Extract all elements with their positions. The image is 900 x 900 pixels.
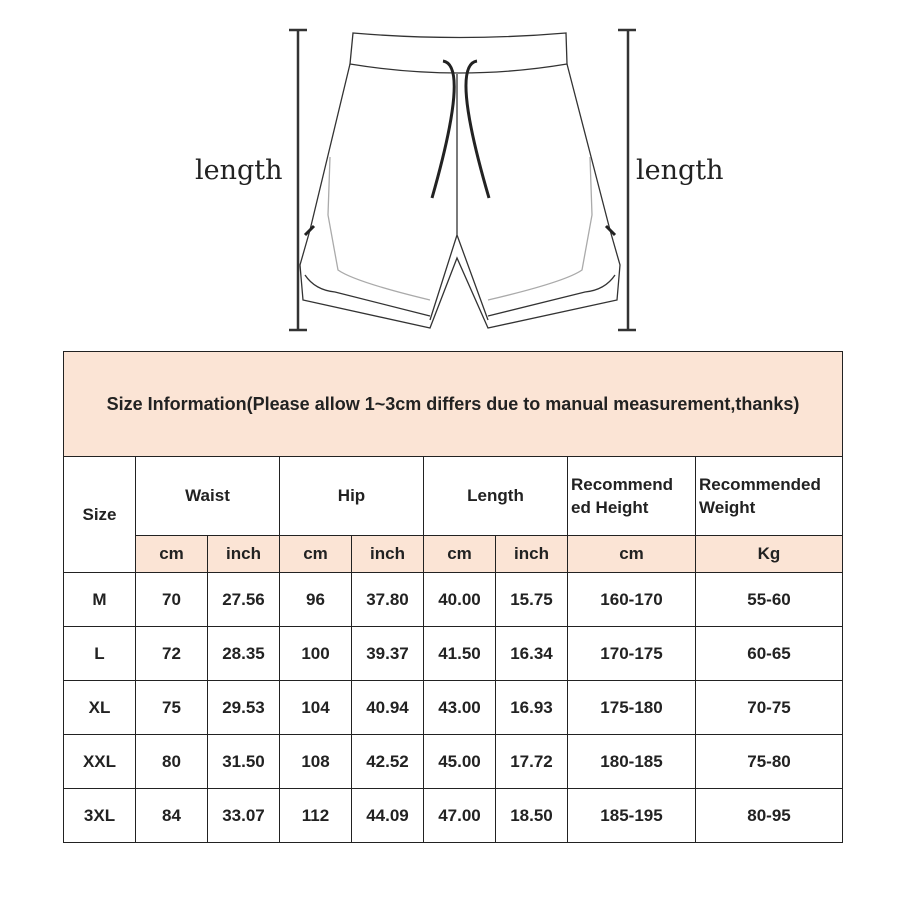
value-cell: 42.52 [351, 734, 424, 789]
value-cell: 31.50 [207, 734, 280, 789]
unit-cell: cm [135, 535, 208, 573]
value-cell: 180-185 [567, 734, 696, 789]
value-cell: 33.07 [207, 788, 280, 843]
drawstring [303, 59, 617, 237]
value-cell: 80 [135, 734, 208, 789]
value-cell: 37.80 [351, 572, 424, 627]
unit-cell: Kg [695, 535, 843, 573]
size-cell: M [63, 572, 136, 627]
value-cell: 108 [279, 734, 352, 789]
size-cell: XXL [63, 734, 136, 789]
size-table: Size Information(Please allow 1~3cm diff… [63, 351, 843, 843]
header-height: Recommend ed Height [567, 456, 696, 536]
value-cell: 16.93 [495, 680, 568, 735]
value-cell: 96 [279, 572, 352, 627]
header-length: Length [423, 456, 568, 536]
unit-cell: cm [279, 535, 352, 573]
value-cell: 18.50 [495, 788, 568, 843]
value-cell: 170-175 [567, 626, 696, 681]
unit-cell: cm [423, 535, 496, 573]
value-cell: 40.00 [423, 572, 496, 627]
value-cell: 28.35 [207, 626, 280, 681]
length-label-right: length [636, 155, 724, 186]
value-cell: 44.09 [351, 788, 424, 843]
table-row: L 72 28.35 100 39.37 41.50 16.34 170-175 60-65 [63, 626, 843, 681]
length-bracket-right [618, 28, 636, 332]
unit-cell: inch [207, 535, 280, 573]
value-cell: 60-65 [695, 626, 843, 681]
value-cell: 84 [135, 788, 208, 843]
value-cell: 29.53 [207, 680, 280, 735]
header-size: Size [63, 456, 136, 573]
shorts-illustration [289, 28, 636, 332]
value-cell: 185-195 [567, 788, 696, 843]
header-waist: Waist [135, 456, 280, 536]
unit-cell: inch [495, 535, 568, 573]
shorts-outline [299, 32, 621, 329]
value-cell: 55-60 [695, 572, 843, 627]
value-cell: 41.50 [423, 626, 496, 681]
value-cell: 175-180 [567, 680, 696, 735]
table-title: Size Information(Please allow 1~3cm diff… [63, 351, 843, 457]
value-cell: 47.00 [423, 788, 496, 843]
size-cell: 3XL [63, 788, 136, 843]
table-row: XL 75 29.53 104 40.94 43.00 16.93 175-180 70-75 [63, 680, 843, 735]
size-cell: L [63, 626, 136, 681]
table-row: M 70 27.56 96 37.80 40.00 15.75 160-170 55-60 [63, 572, 843, 627]
value-cell: 75-80 [695, 734, 843, 789]
value-cell: 104 [279, 680, 352, 735]
value-cell: 39.37 [351, 626, 424, 681]
value-cell: 15.75 [495, 572, 568, 627]
table-row: 3XL 84 33.07 112 44.09 47.00 18.50 185-195 80-95 [63, 788, 843, 843]
value-cell: 160-170 [567, 572, 696, 627]
value-cell: 112 [279, 788, 352, 843]
unit-cell: cm [567, 535, 696, 573]
size-cell: XL [63, 680, 136, 735]
value-cell: 75 [135, 680, 208, 735]
length-bracket-left [289, 28, 307, 332]
table-row: XXL 80 31.50 108 42.52 45.00 17.72 180-185 75-80 [63, 734, 843, 789]
header-weight: Recommended Weight [695, 456, 843, 536]
value-cell: 43.00 [423, 680, 496, 735]
length-label-left: length [195, 155, 283, 186]
value-cell: 45.00 [423, 734, 496, 789]
header-hip: Hip [279, 456, 424, 536]
value-cell: 40.94 [351, 680, 424, 735]
value-cell: 80-95 [695, 788, 843, 843]
value-cell: 70 [135, 572, 208, 627]
value-cell: 17.72 [495, 734, 568, 789]
unit-cell: inch [351, 535, 424, 573]
value-cell: 16.34 [495, 626, 568, 681]
value-cell: 27.56 [207, 572, 280, 627]
value-cell: 70-75 [695, 680, 843, 735]
value-cell: 72 [135, 626, 208, 681]
value-cell: 100 [279, 626, 352, 681]
